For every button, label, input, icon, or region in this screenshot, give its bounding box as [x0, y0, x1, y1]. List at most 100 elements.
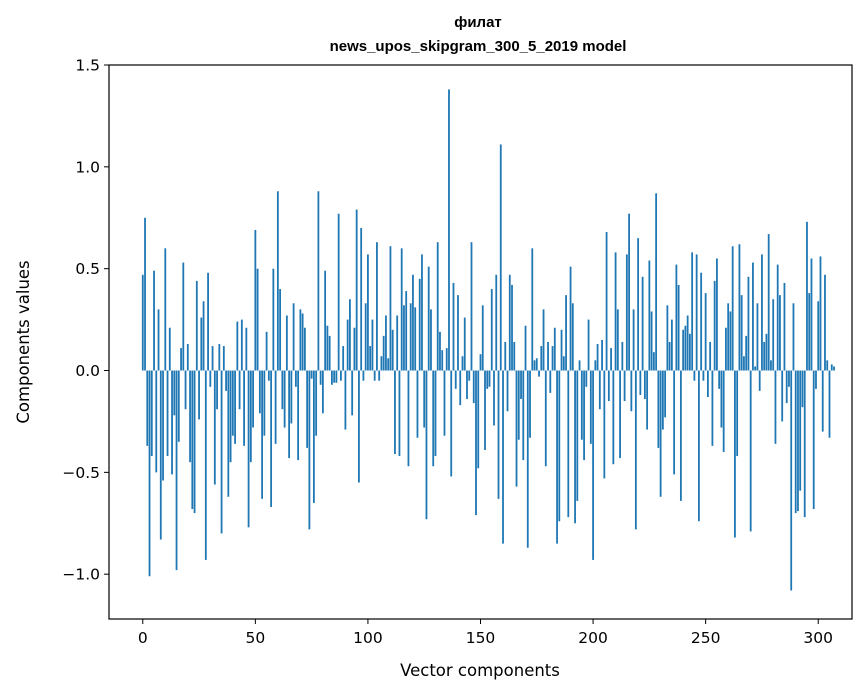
bar	[574, 370, 576, 524]
bar	[713, 280, 716, 371]
bar	[385, 315, 387, 371]
bar	[213, 370, 216, 485]
bar	[425, 370, 428, 520]
bar	[421, 254, 423, 371]
bar	[281, 370, 284, 410]
bar	[481, 305, 484, 371]
y-tick-label: 0.0	[75, 362, 100, 380]
bar	[430, 309, 432, 371]
bar	[258, 370, 261, 414]
bar	[763, 342, 766, 371]
bar	[299, 309, 302, 371]
bar	[294, 370, 297, 387]
bar	[247, 370, 250, 528]
bar	[236, 321, 239, 371]
bar	[731, 246, 734, 371]
bar	[285, 315, 288, 371]
bar	[312, 370, 315, 503]
bar	[610, 348, 612, 371]
bar	[466, 370, 468, 400]
bar	[596, 344, 599, 371]
bar	[637, 238, 640, 371]
bar	[400, 248, 403, 371]
bar	[531, 248, 534, 371]
bar	[155, 370, 158, 473]
bar	[779, 295, 781, 371]
bar	[243, 370, 245, 446]
bar	[522, 370, 525, 461]
bar	[182, 262, 185, 371]
bar	[542, 309, 545, 371]
bar	[497, 370, 500, 499]
bar	[342, 346, 345, 371]
bar	[310, 370, 313, 379]
bar	[817, 301, 820, 371]
bar	[344, 370, 347, 430]
bar	[191, 370, 194, 510]
bar	[252, 370, 254, 428]
bar	[499, 144, 502, 371]
bar	[772, 299, 775, 371]
bar	[405, 291, 408, 371]
bar	[794, 370, 797, 514]
bar	[650, 311, 653, 371]
bar	[409, 303, 412, 371]
bar	[691, 252, 694, 371]
bar	[378, 370, 381, 381]
bar	[353, 327, 356, 371]
bar	[468, 370, 471, 381]
bar	[833, 366, 835, 371]
x-tick-label: 100	[353, 629, 383, 647]
x-tick-label: 150	[466, 629, 496, 647]
bar	[452, 282, 455, 371]
bar	[225, 370, 227, 391]
bar	[488, 370, 491, 387]
bar	[355, 209, 358, 371]
bar	[657, 370, 660, 448]
bar	[535, 358, 538, 371]
bar	[740, 295, 743, 371]
bar	[317, 191, 320, 371]
bar	[639, 370, 642, 395]
bar	[758, 370, 761, 391]
bar	[218, 344, 221, 371]
bar	[761, 254, 763, 371]
bar	[553, 327, 556, 371]
bar	[716, 258, 718, 371]
bar	[443, 370, 446, 436]
bar	[704, 293, 707, 371]
bar	[603, 370, 606, 479]
bar	[331, 370, 333, 385]
bar	[803, 370, 806, 518]
bar	[306, 370, 309, 448]
bar	[175, 370, 178, 571]
bar	[677, 284, 680, 371]
bar	[815, 370, 817, 389]
bar	[774, 370, 777, 444]
bar	[655, 193, 658, 371]
bar	[290, 370, 293, 424]
bar	[688, 333, 691, 371]
bar	[668, 342, 671, 371]
bar	[369, 346, 372, 371]
bar	[211, 346, 214, 371]
bar	[303, 327, 306, 371]
bar	[171, 370, 173, 475]
bar	[324, 270, 327, 371]
bar	[776, 264, 779, 371]
bar	[292, 303, 295, 371]
bar	[477, 370, 480, 469]
bar	[166, 370, 169, 457]
bar	[403, 305, 405, 371]
bar	[783, 282, 786, 371]
bar	[612, 370, 615, 465]
bar	[450, 370, 453, 477]
y-tick-label: 0.5	[75, 260, 100, 278]
bar	[749, 370, 752, 532]
y-axis-ticks: −1.0 −0.5 0.0 0.5 1.0 1.5	[62, 57, 109, 584]
bar	[272, 268, 275, 371]
bar	[146, 370, 149, 446]
bar	[360, 227, 363, 371]
bar	[249, 370, 252, 463]
